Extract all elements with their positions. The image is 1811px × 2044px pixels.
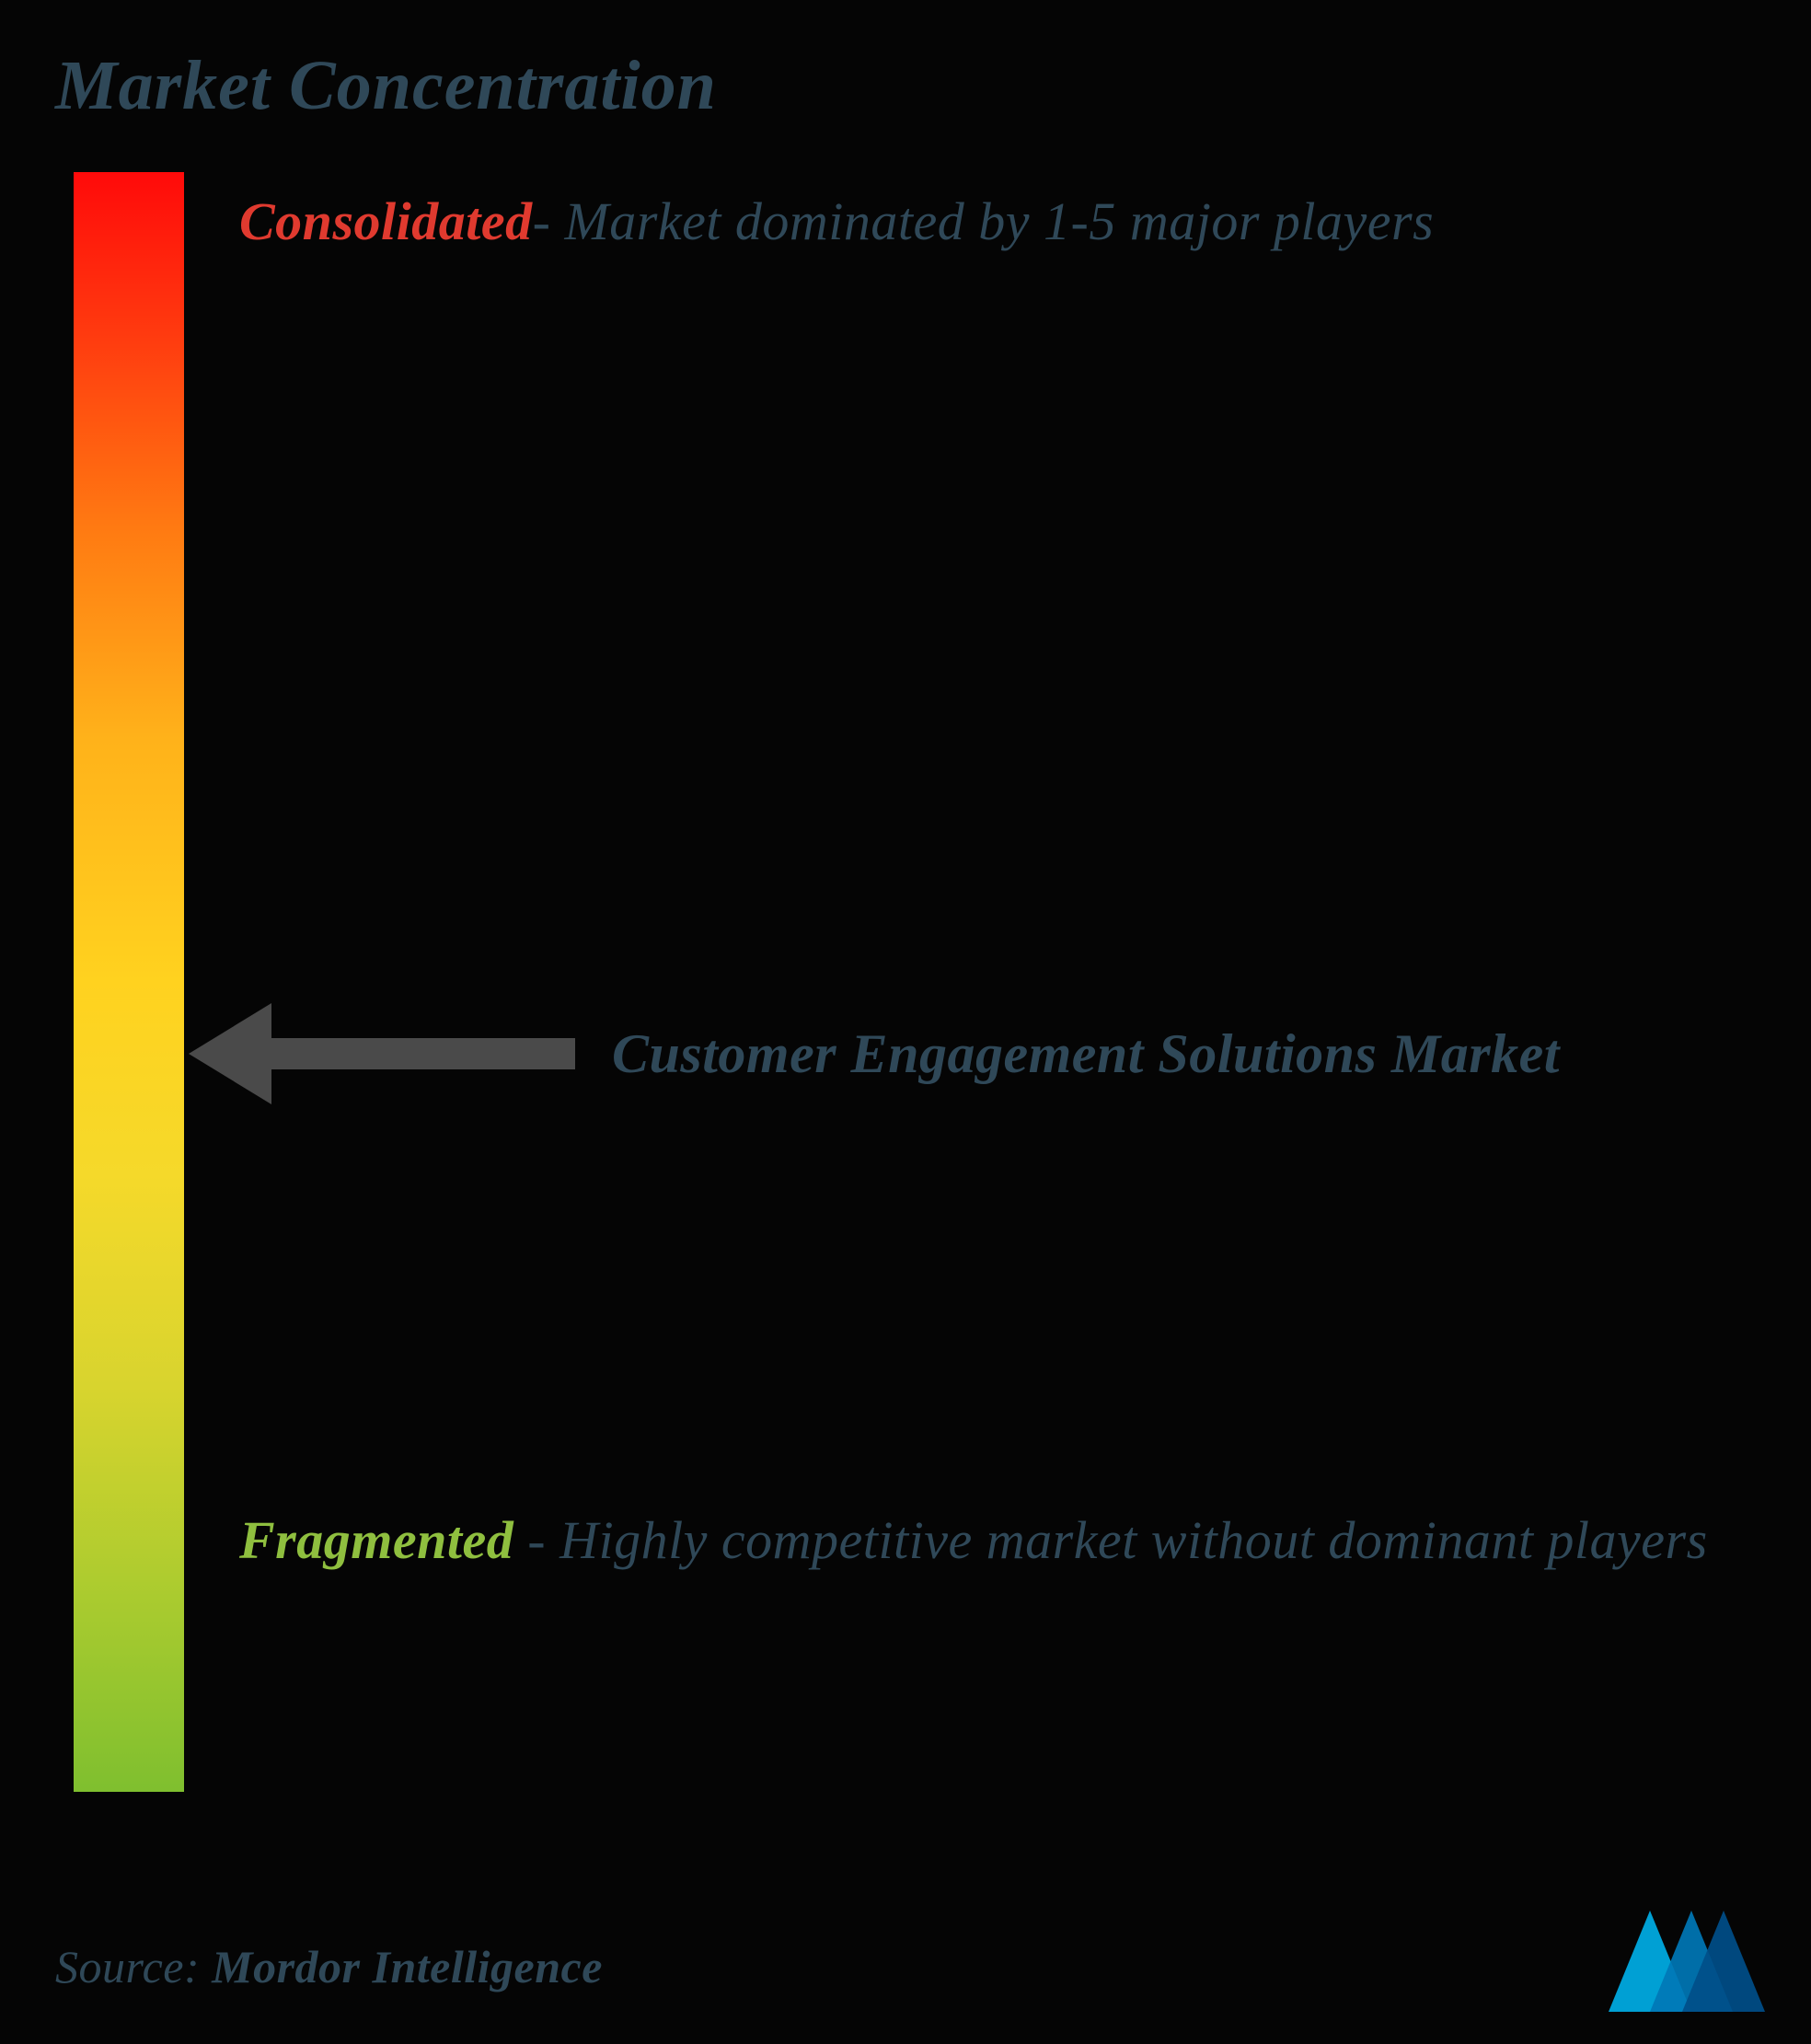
fragmented-text: Highly competitive market without domina… bbox=[559, 1510, 1708, 1570]
mordor-logo-icon bbox=[1609, 1911, 1765, 2012]
consolidated-description: Consolidated- Market dominated by 1-5 ma… bbox=[239, 172, 1719, 271]
source-footer: Source: Mordor Intelligence bbox=[55, 1940, 603, 1993]
consolidated-label: Consolidated bbox=[239, 191, 533, 251]
consolidated-separator: - bbox=[533, 191, 565, 251]
infographic-container: Market Concentration Consolidated- Marke… bbox=[0, 0, 1811, 2044]
fragmented-description: Fragmented - Highly competitive market w… bbox=[239, 1491, 1719, 1589]
source-value: Mordor Intelligence bbox=[212, 1941, 603, 1992]
concentration-gradient-bar bbox=[74, 172, 184, 1792]
market-label: Customer Engagement Solutions Market bbox=[612, 1017, 1719, 1091]
consolidated-text: Market dominated by 1-5 major players bbox=[564, 191, 1434, 251]
fragmented-label: Fragmented bbox=[239, 1510, 513, 1570]
text-column: Consolidated- Market dominated by 1-5 ma… bbox=[239, 163, 1756, 2007]
chart-area: Consolidated- Market dominated by 1-5 ma… bbox=[55, 163, 1756, 2007]
marker-row: Customer Engagement Solutions Market bbox=[239, 999, 1719, 1109]
page-title: Market Concentration bbox=[55, 46, 1756, 126]
arrow-left-icon bbox=[189, 999, 575, 1109]
fragmented-separator: - bbox=[513, 1510, 559, 1570]
source-label: Source: bbox=[55, 1941, 212, 1992]
